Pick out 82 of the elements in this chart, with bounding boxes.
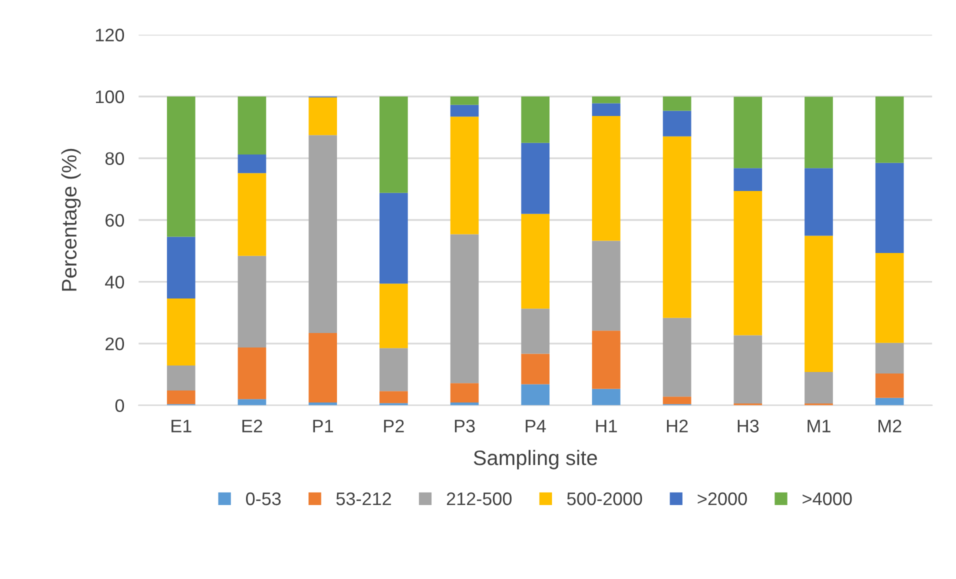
bar: [875, 398, 904, 406]
bar: [380, 96, 408, 193]
bar: [875, 96, 904, 163]
bar: [662, 318, 692, 397]
bar: [238, 399, 266, 406]
bar: [380, 391, 408, 404]
legend-label: 212-500: [446, 492, 512, 506]
bar: [875, 162, 904, 254]
bar: [166, 298, 196, 366]
y-tick-label: 0: [115, 399, 124, 412]
bar: [804, 168, 833, 236]
bar: [592, 388, 620, 406]
legend-label: 500-2000: [567, 492, 642, 506]
x-tick-label: P3: [454, 420, 475, 432]
bar: [308, 135, 337, 334]
x-tick-label: H2: [666, 420, 688, 432]
x-tick-label: E1: [172, 420, 192, 432]
bar: [521, 214, 550, 309]
bar: [238, 348, 266, 400]
bar: [450, 116, 479, 234]
bar: [380, 348, 408, 392]
y-tick-label: 60: [106, 214, 124, 227]
bar: [521, 96, 550, 143]
bar: [875, 373, 904, 398]
bar: [308, 97, 337, 136]
bar: [238, 256, 266, 348]
bar: [521, 142, 550, 214]
bar: [521, 354, 550, 384]
bar: [308, 333, 337, 403]
x-tick-label: P4: [526, 420, 546, 432]
bar: [592, 330, 620, 389]
x-tick-label: P1: [313, 420, 333, 432]
legend-label: >4000: [802, 492, 852, 506]
bar: [662, 396, 692, 404]
x-tick-label: E2: [242, 420, 262, 432]
x-tick-label: H3: [738, 420, 759, 432]
bar: [875, 342, 904, 374]
y-tick-label: 20: [106, 337, 124, 350]
bar: [734, 168, 762, 191]
bar: [166, 390, 196, 404]
bar: [450, 383, 479, 403]
bar: [804, 372, 833, 404]
y-tick-label: 80: [105, 152, 124, 165]
bar: [380, 284, 408, 348]
bar: [804, 236, 833, 372]
bar: [238, 173, 266, 256]
y-tick-label: 100: [96, 90, 124, 104]
legend-label: >2000: [698, 492, 747, 506]
bar: [166, 236, 196, 298]
bar: [662, 136, 692, 318]
bar: [662, 110, 692, 136]
bar: [308, 402, 337, 406]
y-tick-label: 40: [105, 276, 124, 288]
bar: [592, 240, 620, 331]
legend-label: 53-212: [336, 492, 391, 506]
x-tick-label: P2: [384, 420, 404, 432]
legend-label: 0-53: [246, 492, 281, 506]
bar: [734, 190, 762, 336]
bar: [521, 308, 550, 354]
bar: [734, 96, 762, 168]
x-tick-label: M2: [878, 420, 902, 432]
bar: [592, 96, 620, 104]
y-tick-label: 120: [96, 28, 124, 42]
bar: [734, 335, 762, 404]
y-axis-title: Percentage (%): [61, 148, 81, 291]
bar: [450, 104, 479, 117]
bar: [450, 234, 479, 384]
bar: [521, 384, 550, 406]
bar: [592, 103, 620, 116]
bar: [662, 96, 692, 111]
bar: [380, 192, 408, 284]
x-tick-label: M1: [808, 420, 830, 432]
bar: [450, 96, 479, 105]
x-tick-label: H1: [596, 420, 617, 432]
bar: [238, 96, 266, 155]
bar: [166, 365, 196, 390]
bar: [592, 116, 620, 241]
x-axis-title: Sampling site: [474, 450, 597, 470]
bar: [804, 96, 833, 168]
bar: [875, 253, 904, 343]
bar: [166, 96, 196, 237]
bar: [238, 154, 266, 174]
